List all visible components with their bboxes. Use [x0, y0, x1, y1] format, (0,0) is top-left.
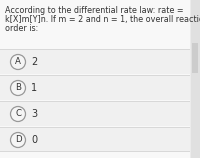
Text: 3: 3: [31, 109, 37, 119]
Text: 1: 1: [31, 83, 37, 93]
Circle shape: [10, 55, 26, 70]
Bar: [192, 43, 198, 73]
Bar: [0, 101, 190, 102]
Bar: [0, 75, 190, 76]
Bar: [0, 127, 190, 128]
Text: order is:: order is:: [5, 24, 38, 33]
Bar: [0, 102, 190, 126]
Text: A: A: [15, 58, 21, 67]
Bar: [191, 0, 200, 158]
Text: C: C: [15, 109, 21, 118]
Bar: [0, 128, 190, 152]
Text: D: D: [15, 136, 21, 145]
Text: 2: 2: [31, 57, 37, 67]
Bar: [0, 151, 190, 152]
Circle shape: [10, 80, 26, 95]
Bar: [0, 50, 190, 74]
Bar: [0, 76, 190, 100]
Text: 0: 0: [31, 135, 37, 145]
Text: According to the differential rate law: rate =: According to the differential rate law: …: [5, 6, 184, 15]
Circle shape: [10, 133, 26, 148]
Circle shape: [10, 106, 26, 122]
Bar: [0, 49, 190, 50]
Bar: [0, 0, 190, 50]
Text: k[X]m[Y]n. If m = 2 and n = 1, the overall reaction: k[X]m[Y]n. If m = 2 and n = 1, the overa…: [5, 15, 200, 24]
Text: B: B: [15, 83, 21, 92]
